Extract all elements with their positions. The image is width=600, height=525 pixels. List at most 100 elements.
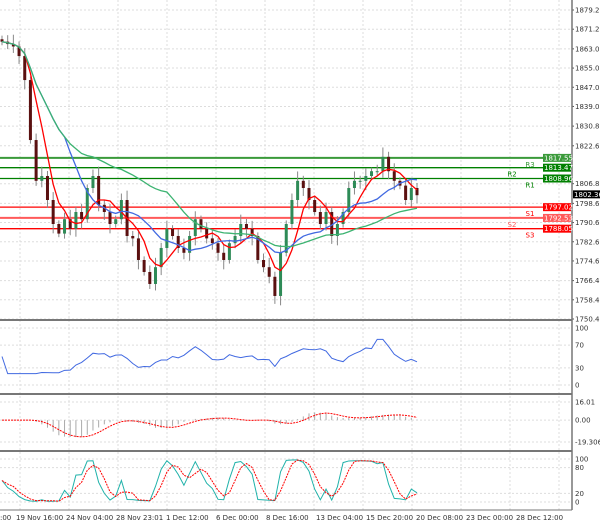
candle-body bbox=[375, 171, 379, 173]
stochastic-k-line bbox=[1, 459, 418, 502]
y-tick-label: 1758.40 bbox=[575, 296, 600, 304]
moving-average-line bbox=[1, 41, 418, 254]
candle-body bbox=[136, 238, 140, 260]
macd-signal-line bbox=[2, 412, 418, 438]
x-tick-label: 28 Dec 12:00 bbox=[516, 514, 563, 522]
candle-body bbox=[352, 180, 356, 189]
candle-body bbox=[301, 180, 305, 189]
current-price-value: 1802.36 bbox=[574, 191, 600, 199]
y-tick-label: 1798.60 bbox=[575, 200, 600, 208]
candle-body bbox=[17, 46, 21, 57]
candle-body bbox=[57, 223, 61, 234]
level-label-S1: S1 bbox=[526, 210, 535, 218]
indicator-tick-label: 100 bbox=[575, 456, 588, 464]
candle-body bbox=[68, 219, 72, 229]
level-price-tag bbox=[543, 174, 571, 183]
candle-body bbox=[307, 188, 311, 201]
level-label-R1: R1 bbox=[525, 182, 534, 190]
current-price-tag bbox=[573, 190, 600, 199]
y-tick-label: 1822.60 bbox=[575, 142, 600, 150]
x-tick-label: :00 bbox=[0, 514, 11, 522]
level-price-value: 1808.96 bbox=[544, 175, 573, 183]
level-price-value: 1788.05 bbox=[544, 225, 573, 233]
candle-body bbox=[97, 176, 101, 205]
x-tick-label: 19 Nov 16:00 bbox=[16, 514, 63, 522]
candle-body bbox=[23, 56, 27, 81]
y-tick-label: 1750.40 bbox=[575, 316, 600, 324]
indicator-tick-label: 100 bbox=[575, 325, 588, 333]
candle-body bbox=[114, 219, 118, 224]
x-tick-label: 8 Dec 16:00 bbox=[266, 514, 309, 522]
candle-body bbox=[210, 238, 214, 244]
candle-body bbox=[227, 243, 231, 260]
level-price-value: 1817.55 bbox=[544, 154, 573, 162]
level-price-value: 1792.53 bbox=[544, 214, 573, 222]
candle-body bbox=[159, 247, 163, 268]
rsi-line bbox=[1, 338, 418, 375]
candle-body bbox=[409, 188, 413, 201]
candle-body bbox=[358, 180, 362, 182]
indicator-tick-label: 20 bbox=[575, 490, 584, 498]
y-tick-label: 1774.60 bbox=[575, 257, 600, 265]
level-price-tag bbox=[543, 153, 571, 162]
x-tick-label: 13 Dec 04:00 bbox=[316, 514, 363, 522]
candle-body bbox=[108, 212, 112, 224]
candle-body bbox=[318, 212, 322, 224]
candle-body bbox=[296, 180, 300, 201]
candle-body bbox=[45, 176, 49, 201]
candle-body bbox=[205, 228, 209, 239]
level-price-value: 1813.47 bbox=[544, 164, 573, 172]
candle-body bbox=[119, 200, 123, 220]
indicator-tick-label: 30 bbox=[575, 364, 584, 372]
y-tick-label: 1782.60 bbox=[575, 238, 600, 246]
candle-body bbox=[364, 176, 368, 181]
candle-body bbox=[165, 228, 169, 248]
candle-body bbox=[335, 223, 339, 236]
x-tick-label: 15 Dec 20:00 bbox=[366, 514, 413, 522]
indicator-tick-label: 80 bbox=[575, 464, 584, 472]
candle-body bbox=[347, 188, 351, 213]
candle-body bbox=[284, 223, 288, 253]
candle-body bbox=[330, 212, 334, 236]
candle-body bbox=[216, 243, 220, 253]
candle-body bbox=[233, 235, 237, 244]
level-price-tag bbox=[543, 203, 571, 212]
y-tick-label: 1839.00 bbox=[575, 103, 600, 111]
y-tick-label: 1855.00 bbox=[575, 65, 600, 73]
candle-body bbox=[341, 212, 345, 224]
candle-body bbox=[381, 156, 385, 172]
candle-body bbox=[279, 252, 283, 296]
level-price-value: 1797.02 bbox=[544, 204, 573, 212]
candle-body bbox=[182, 247, 186, 253]
candle-body bbox=[370, 171, 374, 177]
candle-body bbox=[28, 80, 32, 141]
level-price-tag bbox=[543, 224, 571, 233]
candle-body bbox=[250, 228, 254, 236]
candle-body bbox=[199, 219, 203, 229]
level-label-S2: S2 bbox=[508, 221, 517, 229]
candle-body bbox=[267, 267, 271, 277]
candle-body bbox=[74, 212, 78, 229]
candle-body bbox=[244, 223, 248, 229]
candle-body bbox=[392, 171, 396, 181]
candle-body bbox=[80, 212, 84, 220]
candle-body bbox=[239, 223, 243, 236]
candle-body bbox=[142, 259, 146, 272]
x-tick-label: 6 Dec 00:00 bbox=[216, 514, 259, 522]
y-tick-label: 1871.20 bbox=[575, 26, 600, 34]
candle-body bbox=[40, 176, 44, 181]
candle-body bbox=[273, 276, 277, 296]
x-tick-label: 28 Nov 23:01 bbox=[116, 514, 163, 522]
candle-body bbox=[153, 267, 157, 284]
indicator-tick-label: 16.01 bbox=[575, 399, 595, 407]
candle-body bbox=[51, 200, 55, 224]
y-tick-label: 1806.80 bbox=[575, 180, 600, 188]
candle-body bbox=[262, 259, 266, 268]
candle-body bbox=[63, 219, 67, 234]
candle-body bbox=[222, 252, 226, 260]
candle-body bbox=[404, 185, 408, 201]
candle-body bbox=[188, 235, 192, 253]
candle-body bbox=[171, 228, 175, 236]
y-tick-label: 1830.80 bbox=[575, 123, 600, 131]
